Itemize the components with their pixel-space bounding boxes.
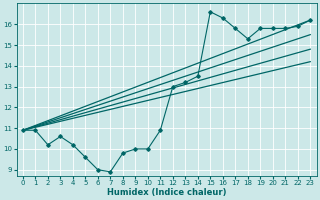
- X-axis label: Humidex (Indice chaleur): Humidex (Indice chaleur): [107, 188, 226, 197]
